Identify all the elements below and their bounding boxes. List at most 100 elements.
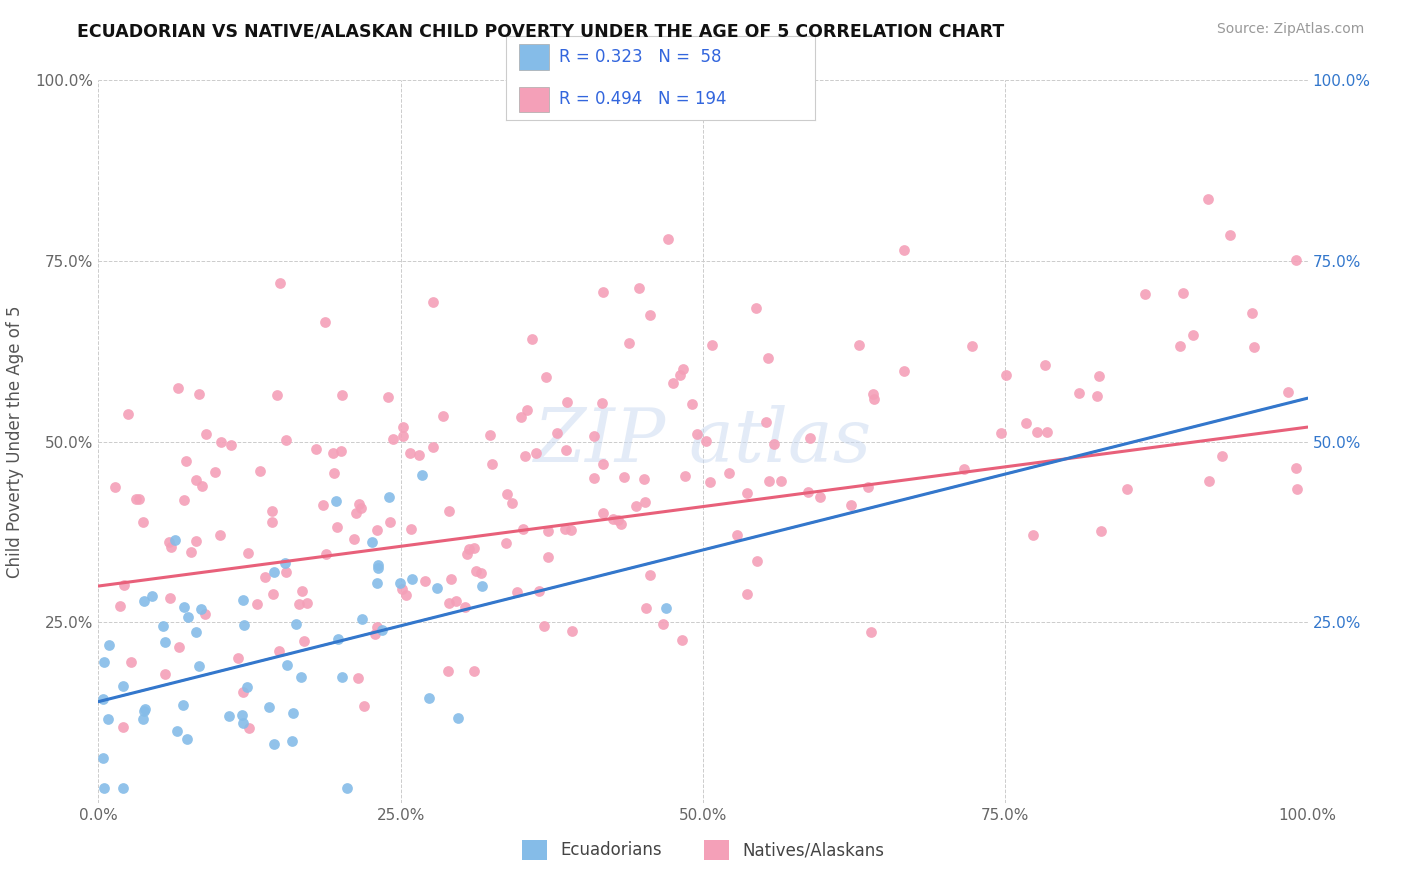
Point xyxy=(463,541,485,556)
Point xyxy=(157,535,180,549)
Point xyxy=(413,574,436,589)
Point xyxy=(159,540,181,554)
Point xyxy=(177,609,200,624)
Point xyxy=(1198,475,1220,489)
Point xyxy=(481,458,503,472)
Point xyxy=(633,472,655,486)
Point xyxy=(97,712,120,726)
Point xyxy=(392,420,415,434)
Bar xyxy=(519,45,550,70)
Point xyxy=(399,446,422,460)
Point xyxy=(561,624,583,638)
Point xyxy=(187,659,209,673)
Point xyxy=(290,670,312,684)
Point xyxy=(180,544,202,558)
Point xyxy=(91,750,114,764)
Point xyxy=(401,572,423,586)
Point xyxy=(1088,369,1111,384)
Point xyxy=(292,633,315,648)
Point xyxy=(173,599,195,614)
Point xyxy=(232,685,254,699)
Point xyxy=(131,515,153,529)
Point xyxy=(755,415,778,429)
Point xyxy=(546,425,568,440)
Point xyxy=(446,711,468,725)
Point xyxy=(1211,450,1233,464)
Point xyxy=(1285,252,1308,267)
Point xyxy=(260,504,283,518)
Point xyxy=(555,442,578,457)
Point xyxy=(671,632,693,647)
Point xyxy=(995,368,1018,382)
Point xyxy=(1090,524,1112,538)
Point xyxy=(371,624,394,638)
Point xyxy=(260,515,283,529)
Point xyxy=(638,309,661,323)
Point xyxy=(322,446,344,460)
Point xyxy=(657,232,679,246)
Point xyxy=(524,445,547,459)
Point xyxy=(893,243,915,257)
Point xyxy=(1085,389,1108,403)
Point xyxy=(112,719,135,733)
Point xyxy=(422,440,444,454)
Y-axis label: Child Poverty Under the Age of 5: Child Poverty Under the Age of 5 xyxy=(7,305,24,578)
Point xyxy=(592,506,614,520)
Point xyxy=(283,706,305,720)
Point xyxy=(893,364,915,378)
Point xyxy=(364,627,387,641)
Point xyxy=(669,368,692,382)
Point xyxy=(131,713,153,727)
Point xyxy=(1133,287,1156,301)
Point xyxy=(1116,483,1139,497)
Point xyxy=(209,527,232,541)
Point xyxy=(218,709,240,723)
Text: ZIP atlas: ZIP atlas xyxy=(534,405,872,478)
Point xyxy=(325,520,347,534)
Point xyxy=(367,558,389,572)
Point xyxy=(314,315,336,329)
Point xyxy=(592,285,614,300)
Point xyxy=(399,522,422,536)
Point xyxy=(808,490,831,504)
Point xyxy=(349,497,371,511)
Point xyxy=(797,484,820,499)
Point xyxy=(346,506,368,520)
Point xyxy=(93,692,115,706)
Point xyxy=(1026,425,1049,439)
Point xyxy=(366,523,388,537)
Point xyxy=(134,702,156,716)
Point xyxy=(288,597,311,611)
Point xyxy=(238,721,260,735)
Point xyxy=(172,698,194,712)
Point xyxy=(583,428,606,442)
Point xyxy=(446,593,468,607)
Point xyxy=(259,700,281,714)
Point xyxy=(560,523,582,537)
Point xyxy=(326,632,349,647)
Point xyxy=(1035,359,1057,373)
Point xyxy=(209,434,232,449)
Text: ECUADORIAN VS NATIVE/ALASKAN CHILD POVERTY UNDER THE AGE OF 5 CORRELATION CHART: ECUADORIAN VS NATIVE/ALASKAN CHILD POVER… xyxy=(77,22,1004,40)
Point xyxy=(186,533,208,548)
Point xyxy=(159,591,181,606)
Point xyxy=(152,619,174,633)
Point xyxy=(274,434,297,448)
Point xyxy=(388,575,411,590)
Point xyxy=(284,616,307,631)
Point xyxy=(662,376,685,391)
Point xyxy=(176,731,198,746)
Point xyxy=(602,511,624,525)
Point xyxy=(408,448,430,462)
Point xyxy=(281,734,304,748)
Point xyxy=(610,517,633,532)
Text: R = 0.494   N = 194: R = 0.494 N = 194 xyxy=(558,90,727,108)
Point xyxy=(112,578,135,592)
Point xyxy=(330,670,353,684)
Point xyxy=(231,707,253,722)
Point xyxy=(422,295,444,310)
Point xyxy=(702,338,724,352)
Point xyxy=(762,437,785,451)
Point xyxy=(153,667,176,681)
Point xyxy=(312,498,335,512)
